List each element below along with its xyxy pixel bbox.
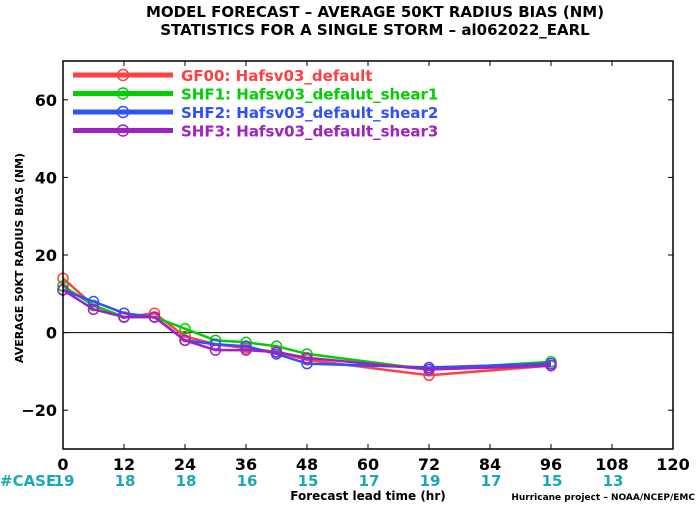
case-row-label: #CASE bbox=[0, 472, 56, 490]
series-3-point bbox=[87, 295, 100, 308]
y-axis-label: AVERAGE 50KT RADIUS BIAS (NM) bbox=[13, 153, 26, 363]
footer-credit: Hurricane project – NOAA/NCEP/EMC bbox=[511, 493, 695, 503]
case-count: 15 bbox=[542, 472, 563, 490]
chart-title-line2: STATISTICS FOR A SINGLE STORM – al062022… bbox=[160, 21, 590, 39]
series-4-point bbox=[301, 352, 313, 364]
case-count: 17 bbox=[481, 472, 502, 490]
legend-marker-2 bbox=[116, 87, 130, 100]
series-4-point bbox=[270, 346, 283, 358]
y-tick-label: 60 bbox=[35, 91, 57, 110]
y-tick-label: 20 bbox=[35, 246, 57, 265]
series-line-4 bbox=[62, 288, 552, 371]
series-4-point bbox=[545, 359, 557, 372]
y-tick-label: 0 bbox=[46, 324, 57, 343]
x-tick-label: 84 bbox=[479, 455, 501, 474]
case-count: 17 bbox=[359, 472, 380, 490]
y-tick-label: 40 bbox=[35, 168, 57, 187]
legend-label-2: SHF1: Hafsv03_defalut_shear1 bbox=[181, 86, 438, 104]
series-4-point bbox=[87, 303, 100, 316]
x-tick-label: 108 bbox=[595, 455, 628, 474]
series-4-point bbox=[423, 363, 435, 376]
series-4-point bbox=[148, 311, 161, 323]
case-count: 18 bbox=[176, 472, 197, 490]
case-count: 19 bbox=[420, 472, 441, 490]
series-line-2 bbox=[62, 284, 552, 371]
x-tick-label: 24 bbox=[174, 455, 196, 474]
legend-marker-4 bbox=[116, 124, 130, 137]
x-axis-label: Forecast lead time (hr) bbox=[290, 489, 446, 503]
legend-marker-1 bbox=[116, 68, 130, 82]
series-4-point bbox=[118, 311, 130, 323]
x-tick-label: 96 bbox=[540, 455, 562, 474]
x-tick-label: 0 bbox=[57, 455, 68, 474]
series-4-point bbox=[179, 334, 191, 347]
chart-title-line1: MODEL FORECAST – AVERAGE 50KT RADIUS BIA… bbox=[146, 3, 604, 21]
legend-label-4: SHF3: Hafsv03_default_shear3 bbox=[181, 123, 438, 141]
series-4-point bbox=[209, 344, 222, 356]
legend-marker-3 bbox=[116, 105, 130, 119]
x-tick-label: 36 bbox=[235, 455, 257, 474]
y-tick-label: −20 bbox=[21, 401, 57, 420]
case-count: 13 bbox=[603, 472, 624, 490]
legend-label-1: GF00: Hafsv03_default bbox=[181, 67, 372, 85]
x-tick-label: 48 bbox=[296, 455, 318, 474]
case-count: 19 bbox=[54, 472, 75, 490]
series-line-3 bbox=[62, 288, 552, 369]
x-tick-label: 72 bbox=[418, 455, 440, 474]
case-count: 15 bbox=[298, 472, 319, 490]
series-2-point bbox=[179, 322, 191, 335]
series-4-point bbox=[240, 344, 252, 356]
x-tick-label: 60 bbox=[357, 455, 379, 474]
legend-label-3: SHF2: Hafsv03_default_shear2 bbox=[181, 104, 438, 122]
case-count: 18 bbox=[115, 472, 136, 490]
x-tick-label: 120 bbox=[656, 455, 689, 474]
case-count: 16 bbox=[237, 472, 258, 490]
series-line-1 bbox=[62, 277, 552, 377]
x-tick-label: 12 bbox=[113, 455, 135, 474]
